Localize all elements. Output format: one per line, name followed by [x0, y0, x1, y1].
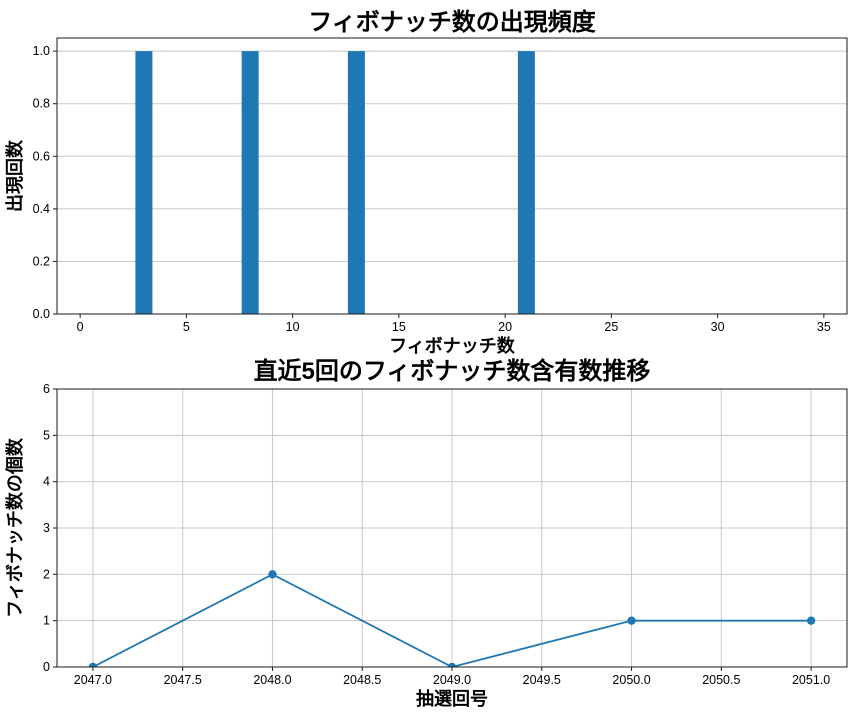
y-tick-label: 0.2: [33, 254, 50, 268]
y-tick-label: 0.8: [33, 97, 50, 111]
frequency-bar-chart-plot-area: 0 5 10 15 20 25 30 35 0.0 0.2 0.4 0.6 0.8 1.0: [33, 37, 848, 334]
trend-line: [92, 573, 812, 667]
x-tick-label: 35: [817, 320, 831, 334]
frequency-yaxis-label: 出現回数: [4, 139, 25, 212]
x-tick-label: 25: [604, 320, 618, 334]
x-tick-label: 20: [498, 320, 512, 334]
x-tick-label: 2051.0: [792, 673, 830, 687]
data-point: [447, 662, 457, 667]
bar: [347, 51, 365, 314]
x-tick-label: 0: [77, 320, 84, 334]
x-tick-label: 2048.5: [343, 673, 381, 687]
x-tick-label: 2047.5: [164, 673, 202, 687]
data-marks: [88, 570, 816, 667]
x-tick-label: 2050.5: [702, 673, 740, 687]
bar: [517, 51, 535, 314]
trend-line-chart-plot-area: 2047.0 2047.5 2048.0 2048.5 2049.0 2049.5 2050…: [43, 382, 848, 687]
y-tick-label: 0.0: [33, 307, 50, 321]
data-point: [627, 616, 636, 625]
data-point: [806, 616, 816, 625]
y-tick-label: 3: [43, 521, 50, 535]
x-tick-label: 30: [711, 320, 725, 334]
x-tick-label: 2049.0: [433, 673, 471, 687]
x-tick-label: 2047.0: [74, 673, 112, 687]
y-tick-label: 0.6: [33, 149, 50, 163]
bar: [241, 51, 259, 314]
y-tick-label: 5: [43, 428, 50, 442]
x-tick-label: 10: [286, 320, 300, 334]
bar: [135, 51, 153, 314]
y-tick-label: 1.0: [33, 44, 50, 58]
frequency-chart-title: フィボナッチ数の出現頻度: [308, 8, 597, 36]
x-tick-label: 2050.0: [612, 673, 650, 687]
x-tick-label: 2048.0: [253, 673, 291, 687]
y-tick-label: 0: [43, 660, 50, 674]
y-tick-label: 6: [43, 382, 50, 396]
x-tick-label: 15: [392, 320, 406, 334]
y-tick-label: 2: [43, 567, 50, 581]
x-tick-label: 2049.5: [523, 673, 561, 687]
y-tick-label: 1: [43, 614, 50, 628]
data-marks: [135, 51, 535, 314]
x-tick-label: 5: [183, 320, 190, 334]
trend-xaxis-label: 抽選回号: [416, 688, 488, 709]
y-tick-label: 0.4: [33, 202, 50, 216]
trend-yaxis-label: フィボナッチ数の個数: [4, 437, 25, 618]
trend-chart-title: 直近5回のフィボナッチ数含有数推移: [254, 357, 651, 385]
axes-spines: [56, 37, 848, 315]
data-point: [268, 570, 277, 579]
frequency-xaxis-label: フィボナッチ数: [389, 335, 516, 356]
y-tick-label: 4: [43, 475, 50, 489]
data-point: [88, 662, 98, 667]
